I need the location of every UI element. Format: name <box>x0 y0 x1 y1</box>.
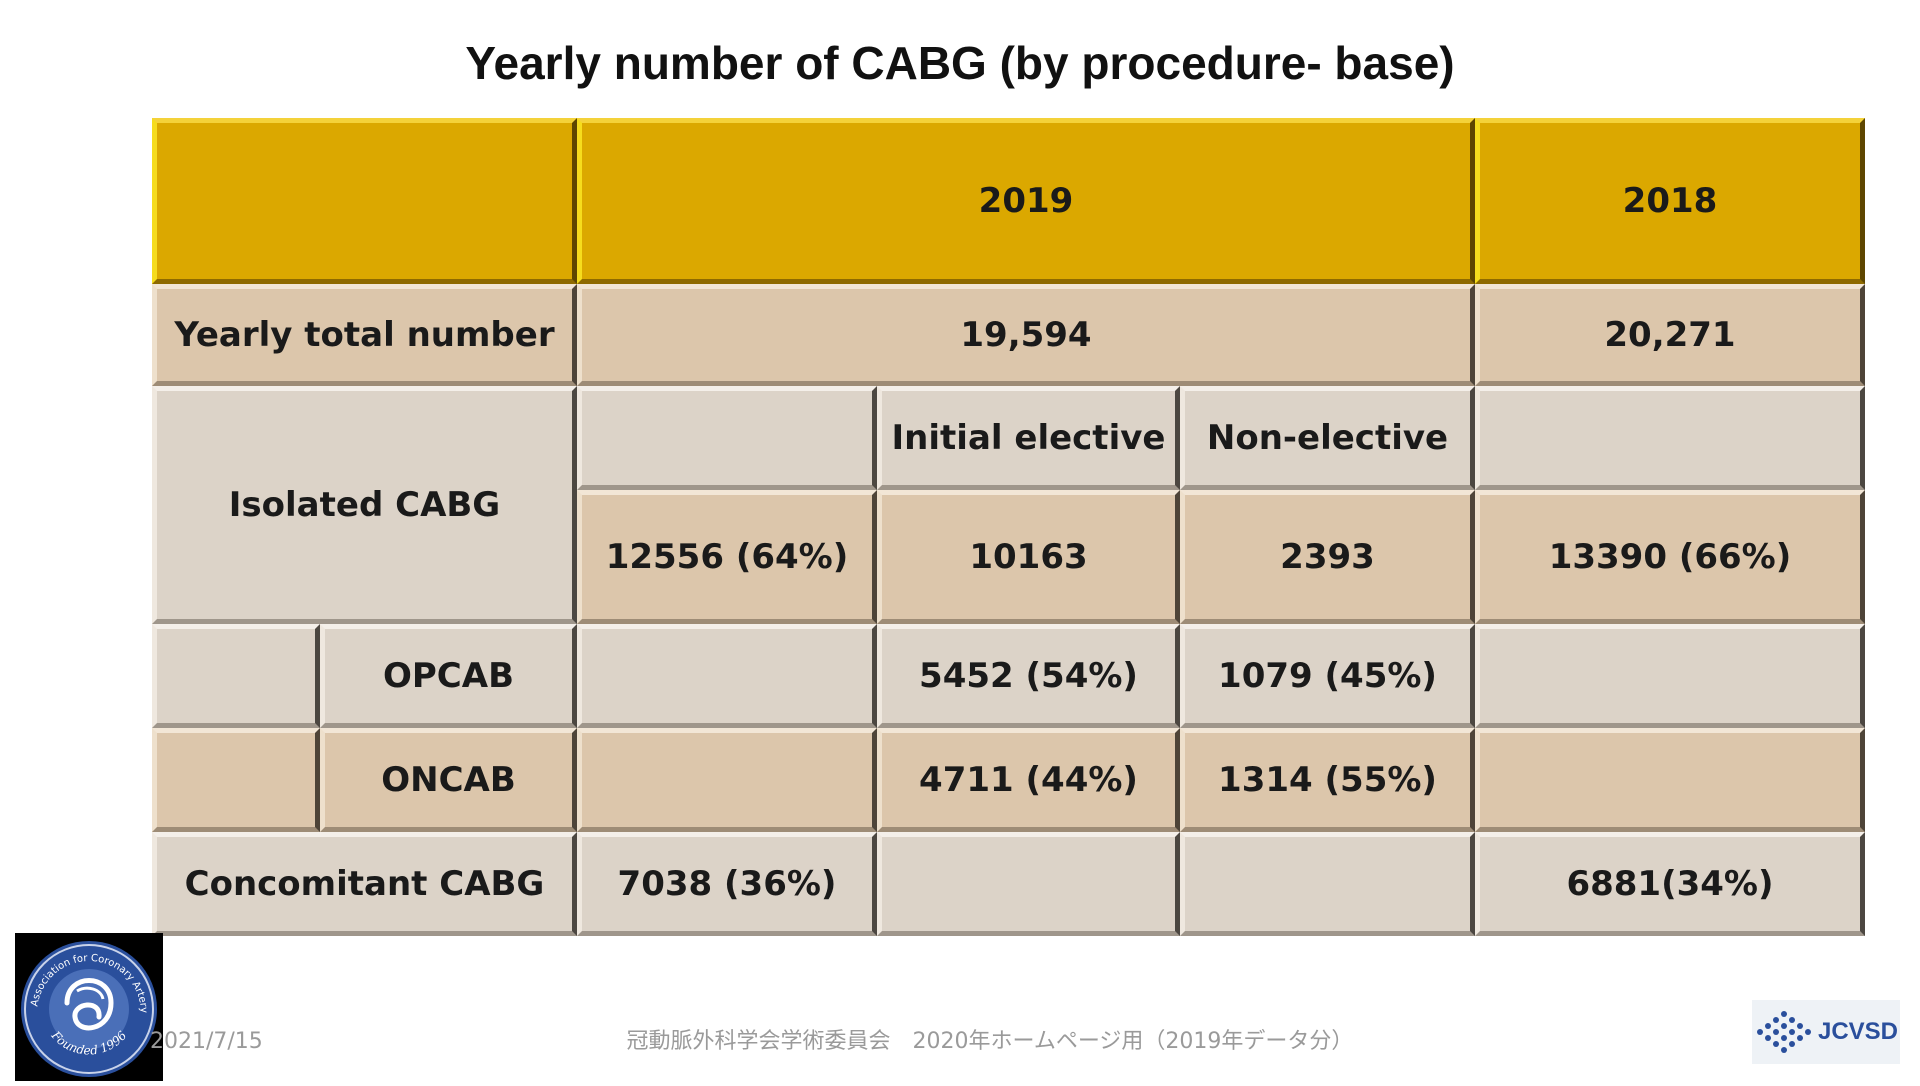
opcab-blank-2018 <box>1475 624 1865 728</box>
concomitant-blank-nonelective <box>1180 832 1475 936</box>
row-label-isolated: Isolated CABG <box>152 386 577 624</box>
row-label-opcab: OPCAB <box>320 624 577 728</box>
footer-center-text: 冠動脈外科学会学術委員会 2020年ホームページ用（2019年データ分） <box>626 1029 1354 1054</box>
header-2018: 2018 <box>1475 118 1865 284</box>
oncab-blank-2018 <box>1475 728 1865 832</box>
oncab-nonelective: 1314 (55%) <box>1180 728 1475 832</box>
isolated-blank-2019 <box>577 386 877 490</box>
oncab-indent-cell <box>152 728 320 832</box>
opcab-indent-cell <box>152 624 320 728</box>
jcvsd-logo: JCVSD <box>1752 1000 1900 1064</box>
isolated-initial: 10163 <box>877 490 1180 624</box>
isolated-blank-2018 <box>1475 386 1865 490</box>
total-2019: 19,594 <box>577 284 1475 386</box>
subhead-initial-elective: Initial elective <box>877 386 1180 490</box>
row-label-total: Yearly total number <box>152 284 577 386</box>
jcvsd-logo-text: JCVSD <box>1817 1018 1899 1045</box>
isolated-2018: 13390 (66%) <box>1475 490 1865 624</box>
jacas-logo: Japanese Association for Coronary Artery… <box>12 925 163 1081</box>
page-title: Yearly number of CABG (by procedure- bas… <box>465 37 1455 89</box>
concomitant-blank-initial <box>877 832 1180 936</box>
header-2019: 2019 <box>577 118 1475 284</box>
row-label-oncab: ONCAB <box>320 728 577 832</box>
isolated-total-2019: 12556 (64%) <box>577 490 877 624</box>
total-2018: 20,271 <box>1475 284 1865 386</box>
concomitant-2019: 7038 (36%) <box>577 832 877 936</box>
opcab-blank-2019 <box>577 624 877 728</box>
concomitant-2018: 6881(34%) <box>1475 832 1865 936</box>
header-corner-cell <box>152 118 577 284</box>
isolated-nonelective: 2393 <box>1180 490 1475 624</box>
jacas-seal-icon: Japanese Association for Coronary Artery… <box>12 925 157 1077</box>
footer-date: 2021/7/15 <box>150 1029 263 1054</box>
opcab-initial: 5452 (54%) <box>877 624 1180 728</box>
opcab-nonelective: 1079 (45%) <box>1180 624 1475 728</box>
oncab-blank-2019 <box>577 728 877 832</box>
oncab-initial: 4711 (44%) <box>877 728 1180 832</box>
dna-dots-icon <box>1756 1011 1811 1053</box>
subhead-non-elective: Non-elective <box>1180 386 1475 490</box>
row-label-concomitant: Concomitant CABG <box>152 832 577 936</box>
